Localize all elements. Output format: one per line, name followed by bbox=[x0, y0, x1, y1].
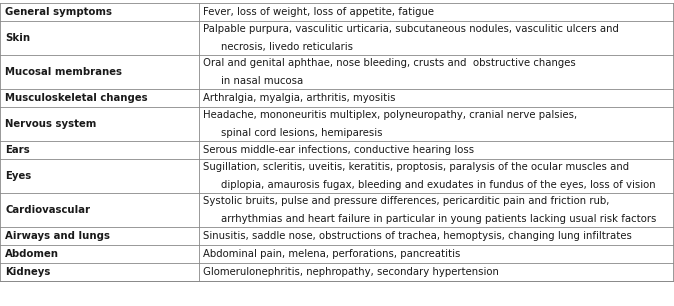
Text: diplopia, amaurosis fugax, bleeding and exudates in fundus of the eyes, loss of : diplopia, amaurosis fugax, bleeding and … bbox=[221, 180, 655, 190]
Text: General symptoms: General symptoms bbox=[5, 7, 112, 17]
Text: Glomerulonephritis, nephropathy, secondary hypertension: Glomerulonephritis, nephropathy, seconda… bbox=[203, 267, 499, 277]
Text: Serous middle-ear infections, conductive hearing loss: Serous middle-ear infections, conductive… bbox=[203, 145, 474, 155]
Text: Abdominal pain, melena, perforations, pancreatitis: Abdominal pain, melena, perforations, pa… bbox=[203, 249, 460, 259]
Text: Arthralgia, myalgia, arthritis, myositis: Arthralgia, myalgia, arthritis, myositis bbox=[203, 93, 396, 103]
Text: necrosis, livedo reticularis: necrosis, livedo reticularis bbox=[221, 42, 353, 52]
Text: Fever, loss of weight, loss of appetite, fatigue: Fever, loss of weight, loss of appetite,… bbox=[203, 7, 434, 17]
Text: Kidneys: Kidneys bbox=[5, 267, 51, 277]
Text: Nervous system: Nervous system bbox=[5, 119, 96, 129]
Text: Musculoskeletal changes: Musculoskeletal changes bbox=[5, 93, 148, 103]
Text: Ears: Ears bbox=[5, 145, 30, 155]
Text: Systolic bruits, pulse and pressure differences, pericarditic pain and friction : Systolic bruits, pulse and pressure diff… bbox=[203, 196, 609, 206]
Text: Eyes: Eyes bbox=[5, 171, 31, 181]
Text: Oral and genital aphthae, nose bleeding, crusts and  obstructive changes: Oral and genital aphthae, nose bleeding,… bbox=[203, 58, 576, 68]
Text: spinal cord lesions, hemiparesis: spinal cord lesions, hemiparesis bbox=[221, 128, 382, 138]
Text: arrhythmias and heart failure in particular in young patients lacking usual risk: arrhythmias and heart failure in particu… bbox=[221, 214, 656, 224]
Text: Sinusitis, saddle nose, obstructions of trachea, hemoptysis, changing lung infil: Sinusitis, saddle nose, obstructions of … bbox=[203, 231, 632, 241]
Text: Headache, mononeuritis multiplex, polyneuropathy, cranial nerve palsies,: Headache, mononeuritis multiplex, polyne… bbox=[203, 110, 577, 120]
Text: in nasal mucosa: in nasal mucosa bbox=[221, 76, 303, 86]
Text: Sugillation, scleritis, uveitis, keratitis, proptosis, paralysis of the ocular m: Sugillation, scleritis, uveitis, keratit… bbox=[203, 162, 629, 172]
Text: Skin: Skin bbox=[5, 33, 30, 43]
Text: Airways and lungs: Airways and lungs bbox=[5, 231, 110, 241]
Text: Mucosal membranes: Mucosal membranes bbox=[5, 67, 122, 77]
Text: Cardiovascular: Cardiovascular bbox=[5, 205, 90, 215]
Text: Abdomen: Abdomen bbox=[5, 249, 59, 259]
Text: Palpable purpura, vasculitic urticaria, subcutaneous nodules, vasculitic ulcers : Palpable purpura, vasculitic urticaria, … bbox=[203, 24, 619, 34]
